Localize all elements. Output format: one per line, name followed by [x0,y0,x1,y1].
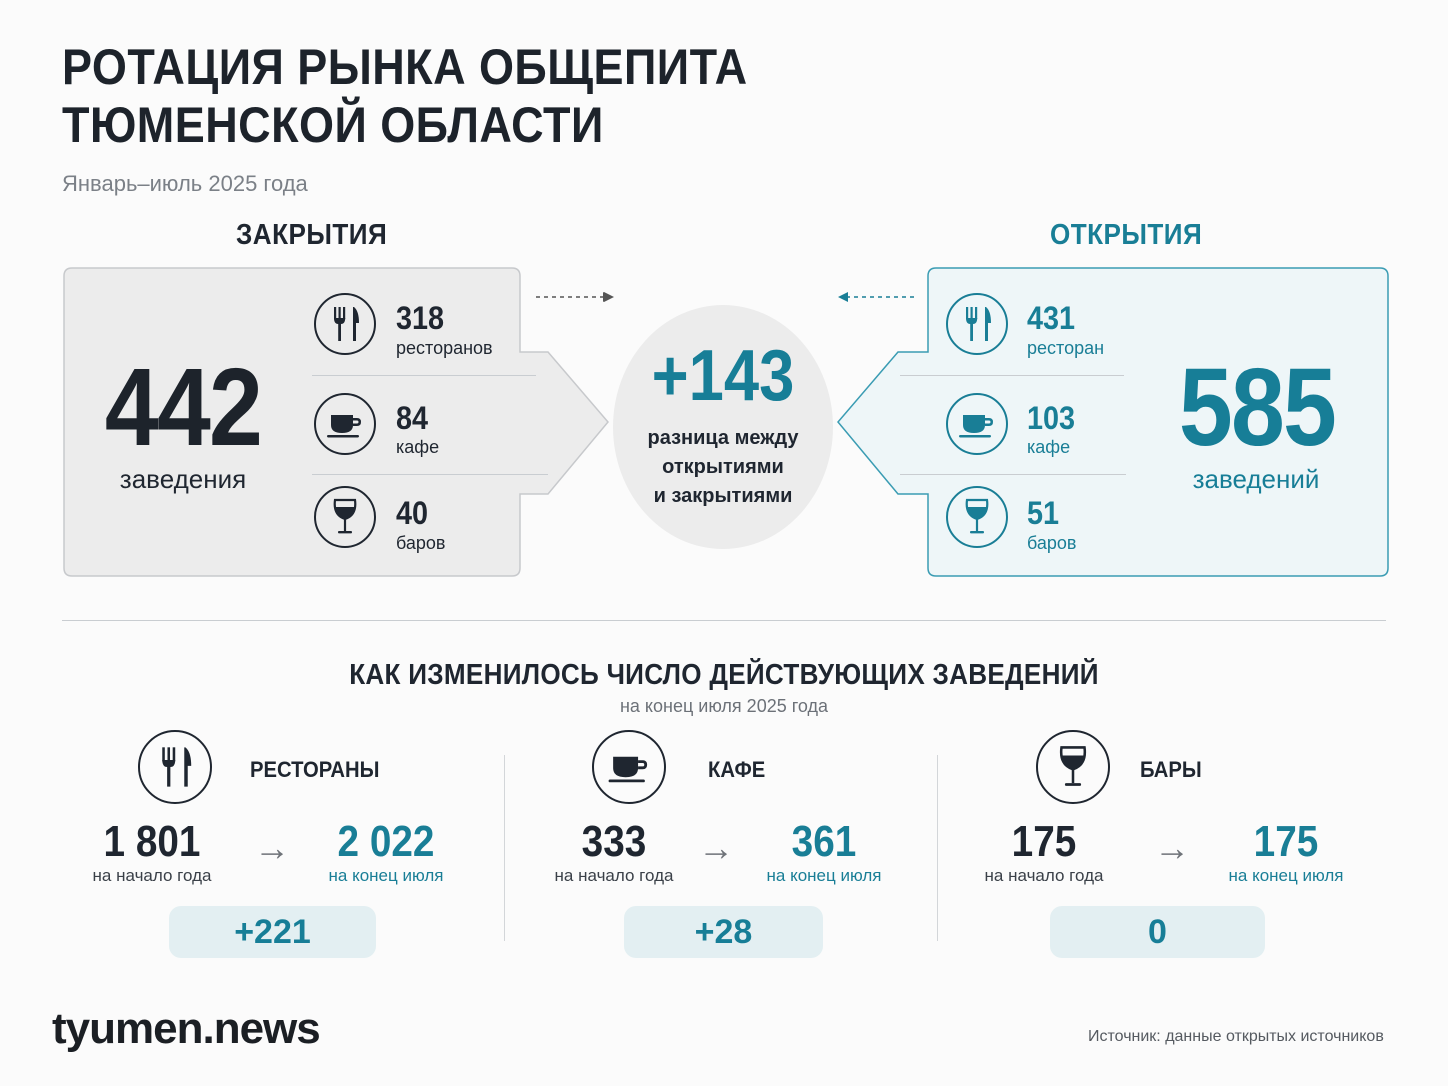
arrow-right-icon: → [254,827,290,868]
dashed-arrow-right [536,292,612,302]
openings-cafes-caption: кафе [1027,437,1071,457]
bars-category-name: БАРЫ [1140,757,1202,782]
restaurants-delta-badge: +221 [169,906,376,958]
bars-delta-badge: 0 [1050,906,1265,958]
arrow-right-icon: → [1154,827,1190,868]
change-section-title: КАК ИЗМЕНИЛОСЬ ЧИСЛО ДЕЙСТВУЮЩИХ ЗАВЕДЕН… [349,659,1099,691]
difference-caption: разница между открытиями и закрытиями [613,424,833,511]
fork-knife-icon [946,293,1008,355]
openings-total-caption: заведений [1192,464,1320,494]
coffee-cup-icon [946,393,1008,455]
closures-cafes-caption: кафе [396,437,440,457]
closures-total: 442 [104,346,263,469]
coffee-cup-icon [314,393,376,455]
source-note: Источник: данные открытых источников [1088,1028,1384,1045]
openings-total: 585 [1178,346,1337,469]
difference-caption-line-3: и закрытиями [653,485,793,507]
title-line-1: РОТАЦИЯ РЫНКА ОБЩЕПИТА [62,39,748,95]
openings-restaurants-value: 431 [1027,300,1076,336]
openings-divider-2 [900,474,1126,475]
closures-bars-caption: баров [396,533,446,553]
difference-caption-line-1: разница между [647,427,799,449]
wine-glass-icon [314,486,376,548]
difference-caption-line-2: открытиями [662,456,784,478]
page-title: РОТАЦИЯ РЫНКА ОБЩЕПИТА ТЮМЕНСКОЙ ОБЛАСТИ [62,38,872,154]
restaurants-start-caption: на начало года [92,866,212,885]
openings-label: ОТКРЫТИЯ [1050,219,1203,251]
cafes-end-caption: на конец июля [766,866,882,885]
dashed-arrow-right-head [604,292,614,302]
wine-glass-icon [1036,730,1110,804]
section-separator [62,620,1386,621]
closures-total-caption: заведения [119,464,247,494]
openings-restaurants-caption: ресторан [1027,338,1105,358]
bars-start-value: 175 [1011,817,1077,866]
cafes-delta-badge: +28 [624,906,823,958]
closures-restaurants-caption: ресторанов [396,338,493,358]
restaurants-start-value: 1 801 [103,817,201,866]
difference-value: +143 [651,336,795,416]
closures-label: ЗАКРЫТИЯ [236,219,388,251]
column-divider-2 [937,755,938,941]
bars-end-value: 175 [1253,817,1319,866]
brand-logo: tyumen.news [52,1004,321,1053]
wine-glass-icon [946,486,1008,548]
openings-divider-1 [900,375,1124,376]
bars-end-caption: на конец июля [1228,866,1344,885]
dashed-arrow-left-head [838,292,848,302]
restaurants-end-value: 2 022 [337,817,435,866]
closures-restaurants-value: 318 [396,300,445,336]
openings-bars-caption: баров [1027,533,1077,553]
title-line-2: ТЮМЕНСКОЙ ОБЛАСТИ [62,97,604,153]
cafes-start-caption: на начало года [554,866,674,885]
fork-knife-icon [138,730,212,804]
closures-divider-1 [312,375,536,376]
cafes-end-value: 361 [791,817,857,866]
arrow-right-icon: → [698,827,734,868]
coffee-cup-icon [592,730,666,804]
closures-divider-2 [312,474,548,475]
column-divider-1 [504,755,505,941]
closures-bars-value: 40 [396,495,429,531]
openings-cafes-value: 103 [1027,400,1076,436]
restaurants-category-name: РЕСТОРАНЫ [250,757,380,782]
fork-knife-icon [314,293,376,355]
cafes-start-value: 333 [581,817,647,866]
bars-start-caption: на начало года [984,866,1104,885]
difference-oval [613,305,833,549]
openings-bars-value: 51 [1027,495,1060,531]
change-section-subtitle: на конец июля 2025 года [619,696,829,716]
page-subtitle: Январь–июль 2025 года [62,171,308,196]
restaurants-end-caption: на конец июля [328,866,444,885]
closures-cafes-value: 84 [396,400,429,436]
cafes-category-name: КАФЕ [708,757,766,782]
